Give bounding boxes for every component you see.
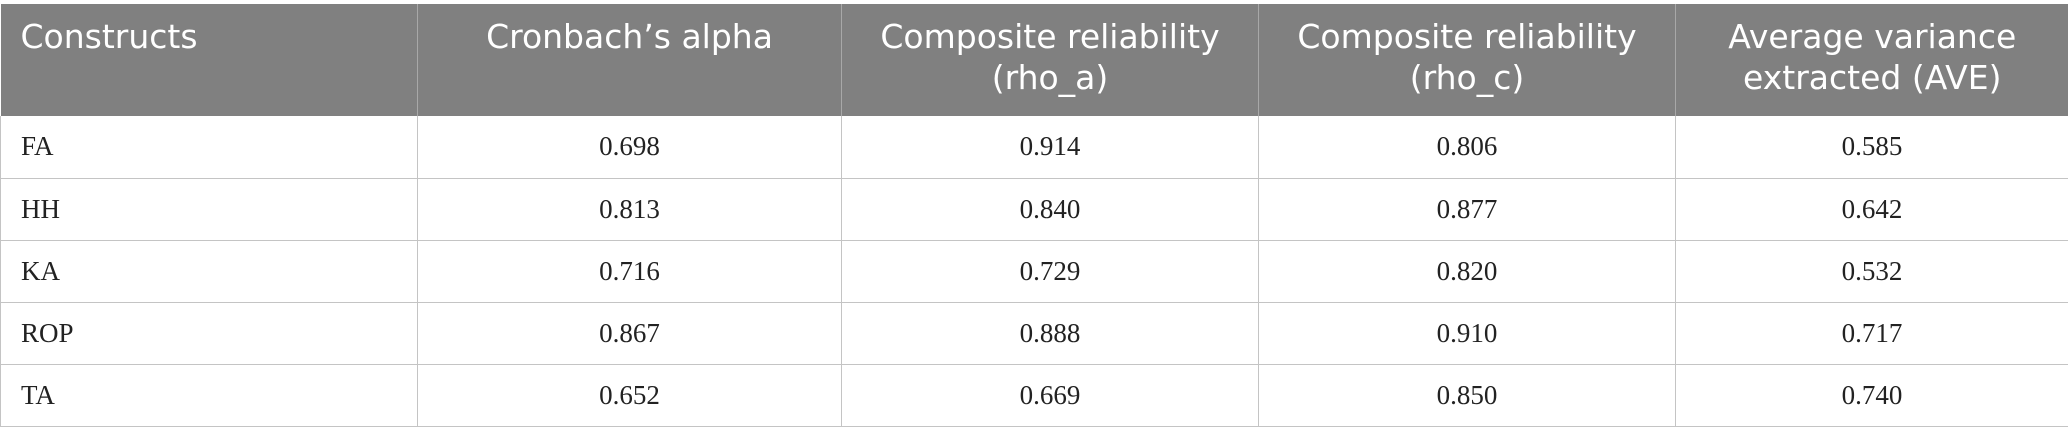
table-row: TA 0.652 0.669 0.850 0.740 bbox=[0, 364, 2068, 427]
value-cell: 0.888 bbox=[841, 302, 1259, 365]
table: Constructs Cronbach’s alpha Composite reli… bbox=[0, 4, 2068, 427]
value-cell: 0.717 bbox=[1675, 302, 2068, 365]
value-cell: 0.840 bbox=[841, 178, 1259, 241]
value-cell: 0.698 bbox=[417, 116, 842, 179]
value-cell: 0.806 bbox=[1258, 116, 1676, 179]
row-label: TA bbox=[0, 364, 418, 427]
value-cell: 0.740 bbox=[1675, 364, 2068, 427]
table-row: HH 0.813 0.840 0.877 0.642 bbox=[0, 178, 2068, 241]
value-cell: 0.669 bbox=[841, 364, 1259, 427]
row-label: HH bbox=[0, 178, 418, 241]
row-label: KA bbox=[0, 240, 418, 303]
value-cell: 0.585 bbox=[1675, 116, 2068, 179]
header-cell: Constructs bbox=[0, 4, 418, 116]
value-cell: 0.532 bbox=[1675, 240, 2068, 303]
header-cell: Average variance extracted (AVE) bbox=[1675, 4, 2068, 116]
value-cell: 0.914 bbox=[841, 116, 1259, 179]
header-row: Constructs Cronbach’s alpha Composite reli… bbox=[0, 4, 2068, 116]
value-cell: 0.642 bbox=[1675, 178, 2068, 241]
table-row: KA 0.716 0.729 0.820 0.532 bbox=[0, 240, 2068, 303]
value-cell: 0.652 bbox=[417, 364, 842, 427]
value-cell: 0.867 bbox=[417, 302, 842, 365]
value-cell: 0.877 bbox=[1258, 178, 1676, 241]
table-row: FA 0.698 0.914 0.806 0.585 bbox=[0, 116, 2068, 179]
value-cell: 0.850 bbox=[1258, 364, 1676, 427]
header-cell: Composite reliability (rho_c) bbox=[1258, 4, 1676, 116]
header-cell: Composite reliability (rho_a) bbox=[841, 4, 1259, 116]
value-cell: 0.716 bbox=[417, 240, 842, 303]
row-label: ROP bbox=[0, 302, 418, 365]
value-cell: 0.910 bbox=[1258, 302, 1676, 365]
value-cell: 0.813 bbox=[417, 178, 842, 241]
table-row: ROP 0.867 0.888 0.910 0.717 bbox=[0, 302, 2068, 365]
value-cell: 0.729 bbox=[841, 240, 1259, 303]
table-body: FA 0.698 0.914 0.806 0.585 HH 0.813 0.840 0.877 0… bbox=[0, 116, 2068, 427]
header-cell: Cronbach’s alpha bbox=[417, 4, 842, 116]
value-cell: 0.820 bbox=[1258, 240, 1676, 303]
row-label: FA bbox=[0, 116, 418, 179]
